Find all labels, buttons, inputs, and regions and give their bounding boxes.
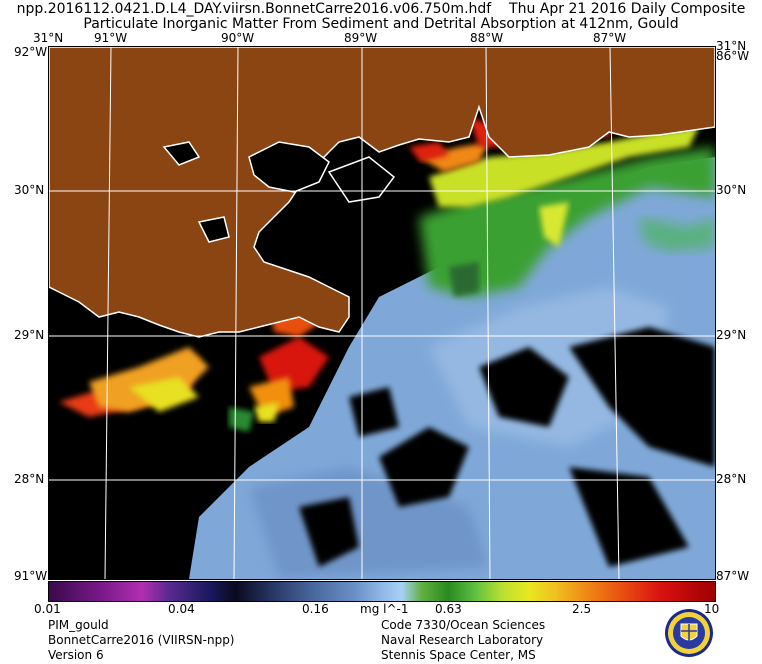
- file-name: npp.2016112.0421.D.L4_DAY.viirsn.BonnetC…: [16, 1, 492, 17]
- footer-left-1: PIM_gould: [48, 618, 109, 632]
- cloud-2: [479, 347, 569, 427]
- footer-left-2: BonnetCarre2016 (VIIRSN-npp): [48, 633, 235, 647]
- navy-seal-logo: [665, 609, 713, 657]
- corner-left-lon: 92°W: [14, 45, 48, 59]
- lon-label-90w: 90°W: [221, 31, 255, 45]
- plume-yellow-east: [429, 127, 699, 207]
- lon-label-91w: 91°W: [94, 31, 128, 45]
- lat-label-30n-left: 30°N: [14, 183, 45, 197]
- colorbar: [48, 581, 716, 602]
- plume-yellow-tail: [539, 202, 569, 247]
- lake-pontchartrain: [248, 141, 330, 193]
- colorbar-units: mg l^-1: [360, 602, 409, 616]
- lat-label-30n-right: 30°N: [716, 183, 747, 197]
- footer-right-1: Code 7330/Ocean Sciences: [381, 618, 546, 632]
- lat-label-29n-left: 29°N: [14, 328, 45, 342]
- cloud-3: [569, 327, 715, 467]
- graticule: [49, 47, 715, 579]
- corner-bottom-left-lon: 91°W: [14, 569, 48, 583]
- colorbar-tick-2: 0.16: [302, 602, 329, 616]
- meridian-87w: [609, 47, 620, 579]
- lon-label-87w: 87°W: [593, 31, 627, 45]
- plume-teal-east: [639, 217, 715, 252]
- corner-top-right-lat: 31°N: [716, 39, 747, 53]
- footer-right-3: Stennis Space Center, MS: [381, 648, 536, 662]
- footer-left-3: Version 6: [48, 648, 104, 662]
- colorbar-tick-3: 0.63: [435, 602, 462, 616]
- header-line-1: npp.2016112.0421.D.L4_DAY.viirsn.BonnetC…: [0, 1, 762, 17]
- product-title: Particulate Inorganic Matter From Sedime…: [83, 16, 679, 32]
- lat-label-28n-right: 28°N: [716, 472, 747, 486]
- cloud-5: [299, 497, 359, 567]
- lon-label-88w: 88°W: [470, 31, 504, 45]
- land-mass: [49, 47, 715, 338]
- lon-label-89w: 89°W: [344, 31, 378, 45]
- plume-green-east: [419, 147, 715, 297]
- cloud-4: [569, 467, 689, 567]
- map-svg: [49, 47, 715, 579]
- lat-label-29n-right: 29°N: [716, 328, 747, 342]
- plume-red-east-1: [409, 142, 449, 162]
- cloud-1: [379, 427, 469, 507]
- meridian-90w: [233, 47, 239, 579]
- lat-label-28n-left: 28°N: [14, 472, 45, 486]
- corner-top-left-lat: 31°N: [33, 31, 64, 45]
- lake-maurepas: [162, 141, 201, 166]
- colorbar-tick-4: 2.5: [572, 602, 592, 616]
- colorbar-tick-0: 0.01: [34, 602, 61, 616]
- footer-right-2: Naval Research Laboratory: [381, 633, 544, 647]
- composite-date: Thu Apr 21 2016 Daily Composite: [509, 1, 746, 17]
- corner-bottom-right-lon: 87°W: [716, 569, 750, 583]
- colorbar-tick-1: 0.04: [168, 602, 195, 616]
- meridian-91w: [104, 47, 112, 579]
- lake-salvador: [197, 216, 230, 243]
- plume-orange-east: [419, 142, 489, 172]
- plume-red-barataria: [259, 337, 329, 392]
- plume-green-sound: [449, 262, 479, 297]
- seal-cross: [681, 624, 697, 641]
- meridian-88w: [485, 47, 491, 579]
- colorbar-tick-5: 10: [704, 602, 720, 616]
- plume-yellow-atchafalaya: [129, 377, 199, 412]
- satellite-map: [48, 46, 716, 580]
- plume-yellow-barataria: [254, 402, 279, 422]
- corner-right-lon: 86°W: [716, 49, 750, 63]
